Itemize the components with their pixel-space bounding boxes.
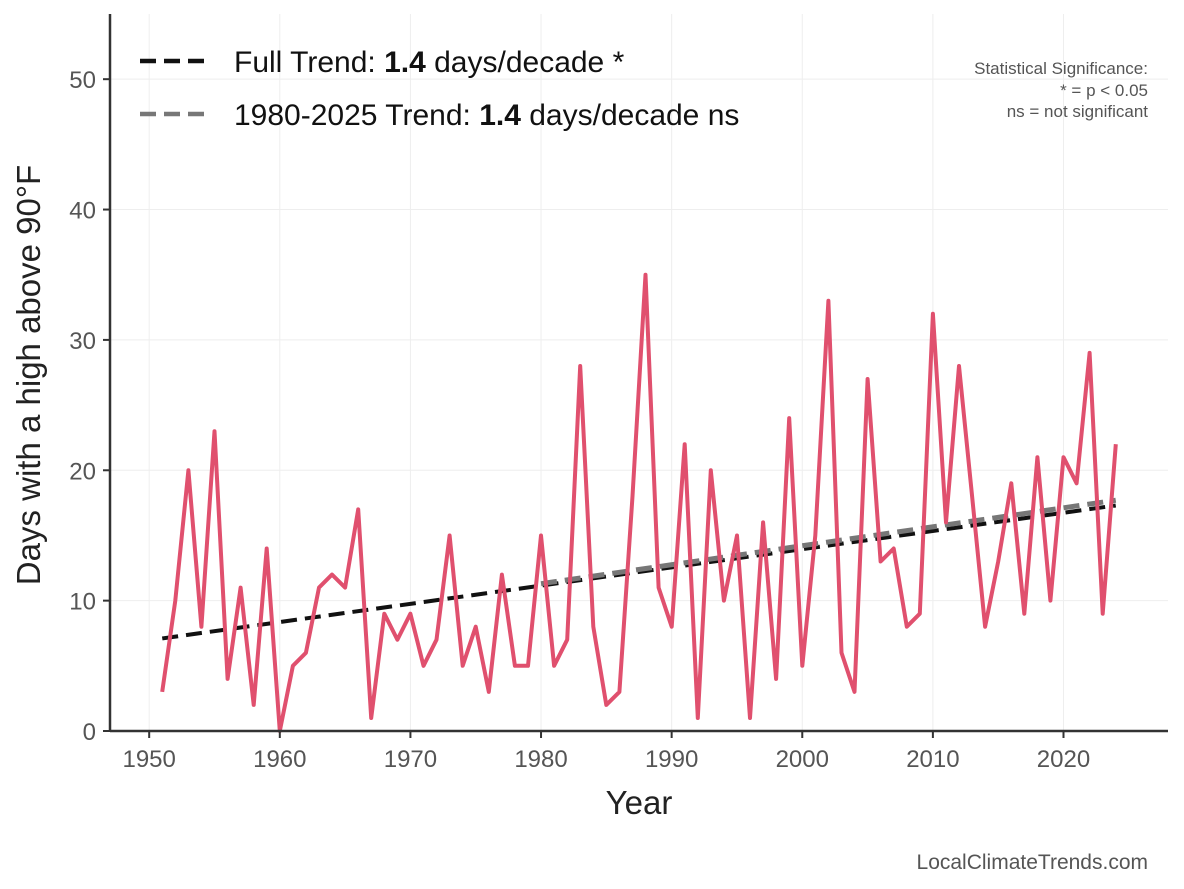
y-tick-label-20: 20 <box>69 458 96 485</box>
legend-prefix-0: Full Trend: <box>234 46 384 79</box>
axes <box>108 14 1168 733</box>
y-tick-label-50: 50 <box>69 67 96 94</box>
legend-rate-1: 1.4 <box>479 99 521 132</box>
y-axis-title: Days with a high above 90°F <box>10 165 47 585</box>
legend-suffix-1: days/decade ns <box>521 99 739 132</box>
series-lines <box>160 272 1118 733</box>
significance-line-3: ns = not significant <box>1007 102 1149 121</box>
legend: Full Trend: 1.4 days/decade * 1980-2025 T… <box>140 46 739 132</box>
x-tick-label-1980: 1980 <box>514 746 567 773</box>
y-tick-label-40: 40 <box>69 198 96 225</box>
legend-label-1: 1980-2025 Trend: 1.4 days/decade ns <box>234 99 739 132</box>
significance-line-1: Statistical Significance: <box>974 59 1148 78</box>
significance-line-2: * = p < 0.05 <box>1060 81 1148 100</box>
x-tick-label-1970: 1970 <box>384 746 437 773</box>
x-tick-label-2010: 2010 <box>906 746 959 773</box>
x-tick-label-2020: 2020 <box>1037 746 1090 773</box>
grid <box>110 14 1168 732</box>
x-tick-label-2000: 2000 <box>776 746 829 773</box>
series-line-0 <box>160 272 1118 733</box>
trend-lines <box>161 497 1117 641</box>
legend-suffix-0: days/decade * <box>426 46 625 79</box>
legend-label-0: Full Trend: 1.4 days/decade * <box>234 46 625 79</box>
x-tick-label-1950: 1950 <box>122 746 175 773</box>
trend-line-1 <box>540 497 1117 587</box>
x-axis-title: Year <box>606 784 673 821</box>
legend-prefix-1: 1980-2025 Trend: <box>234 99 479 132</box>
legend-rate-0: 1.4 <box>384 46 426 79</box>
y-tick-label-10: 10 <box>69 589 96 616</box>
x-tick-label-1960: 1960 <box>253 746 306 773</box>
y-tick-label-30: 30 <box>69 328 96 355</box>
credit-text: LocalClimateTrends.com <box>917 851 1148 874</box>
y-tick-label-0: 0 <box>83 719 96 746</box>
ticks: 1950 1960 1970 1980 1990 2000 2010 2020 0 10 20 30 4… <box>69 67 1090 773</box>
x-tick-label-1990: 1990 <box>645 746 698 773</box>
